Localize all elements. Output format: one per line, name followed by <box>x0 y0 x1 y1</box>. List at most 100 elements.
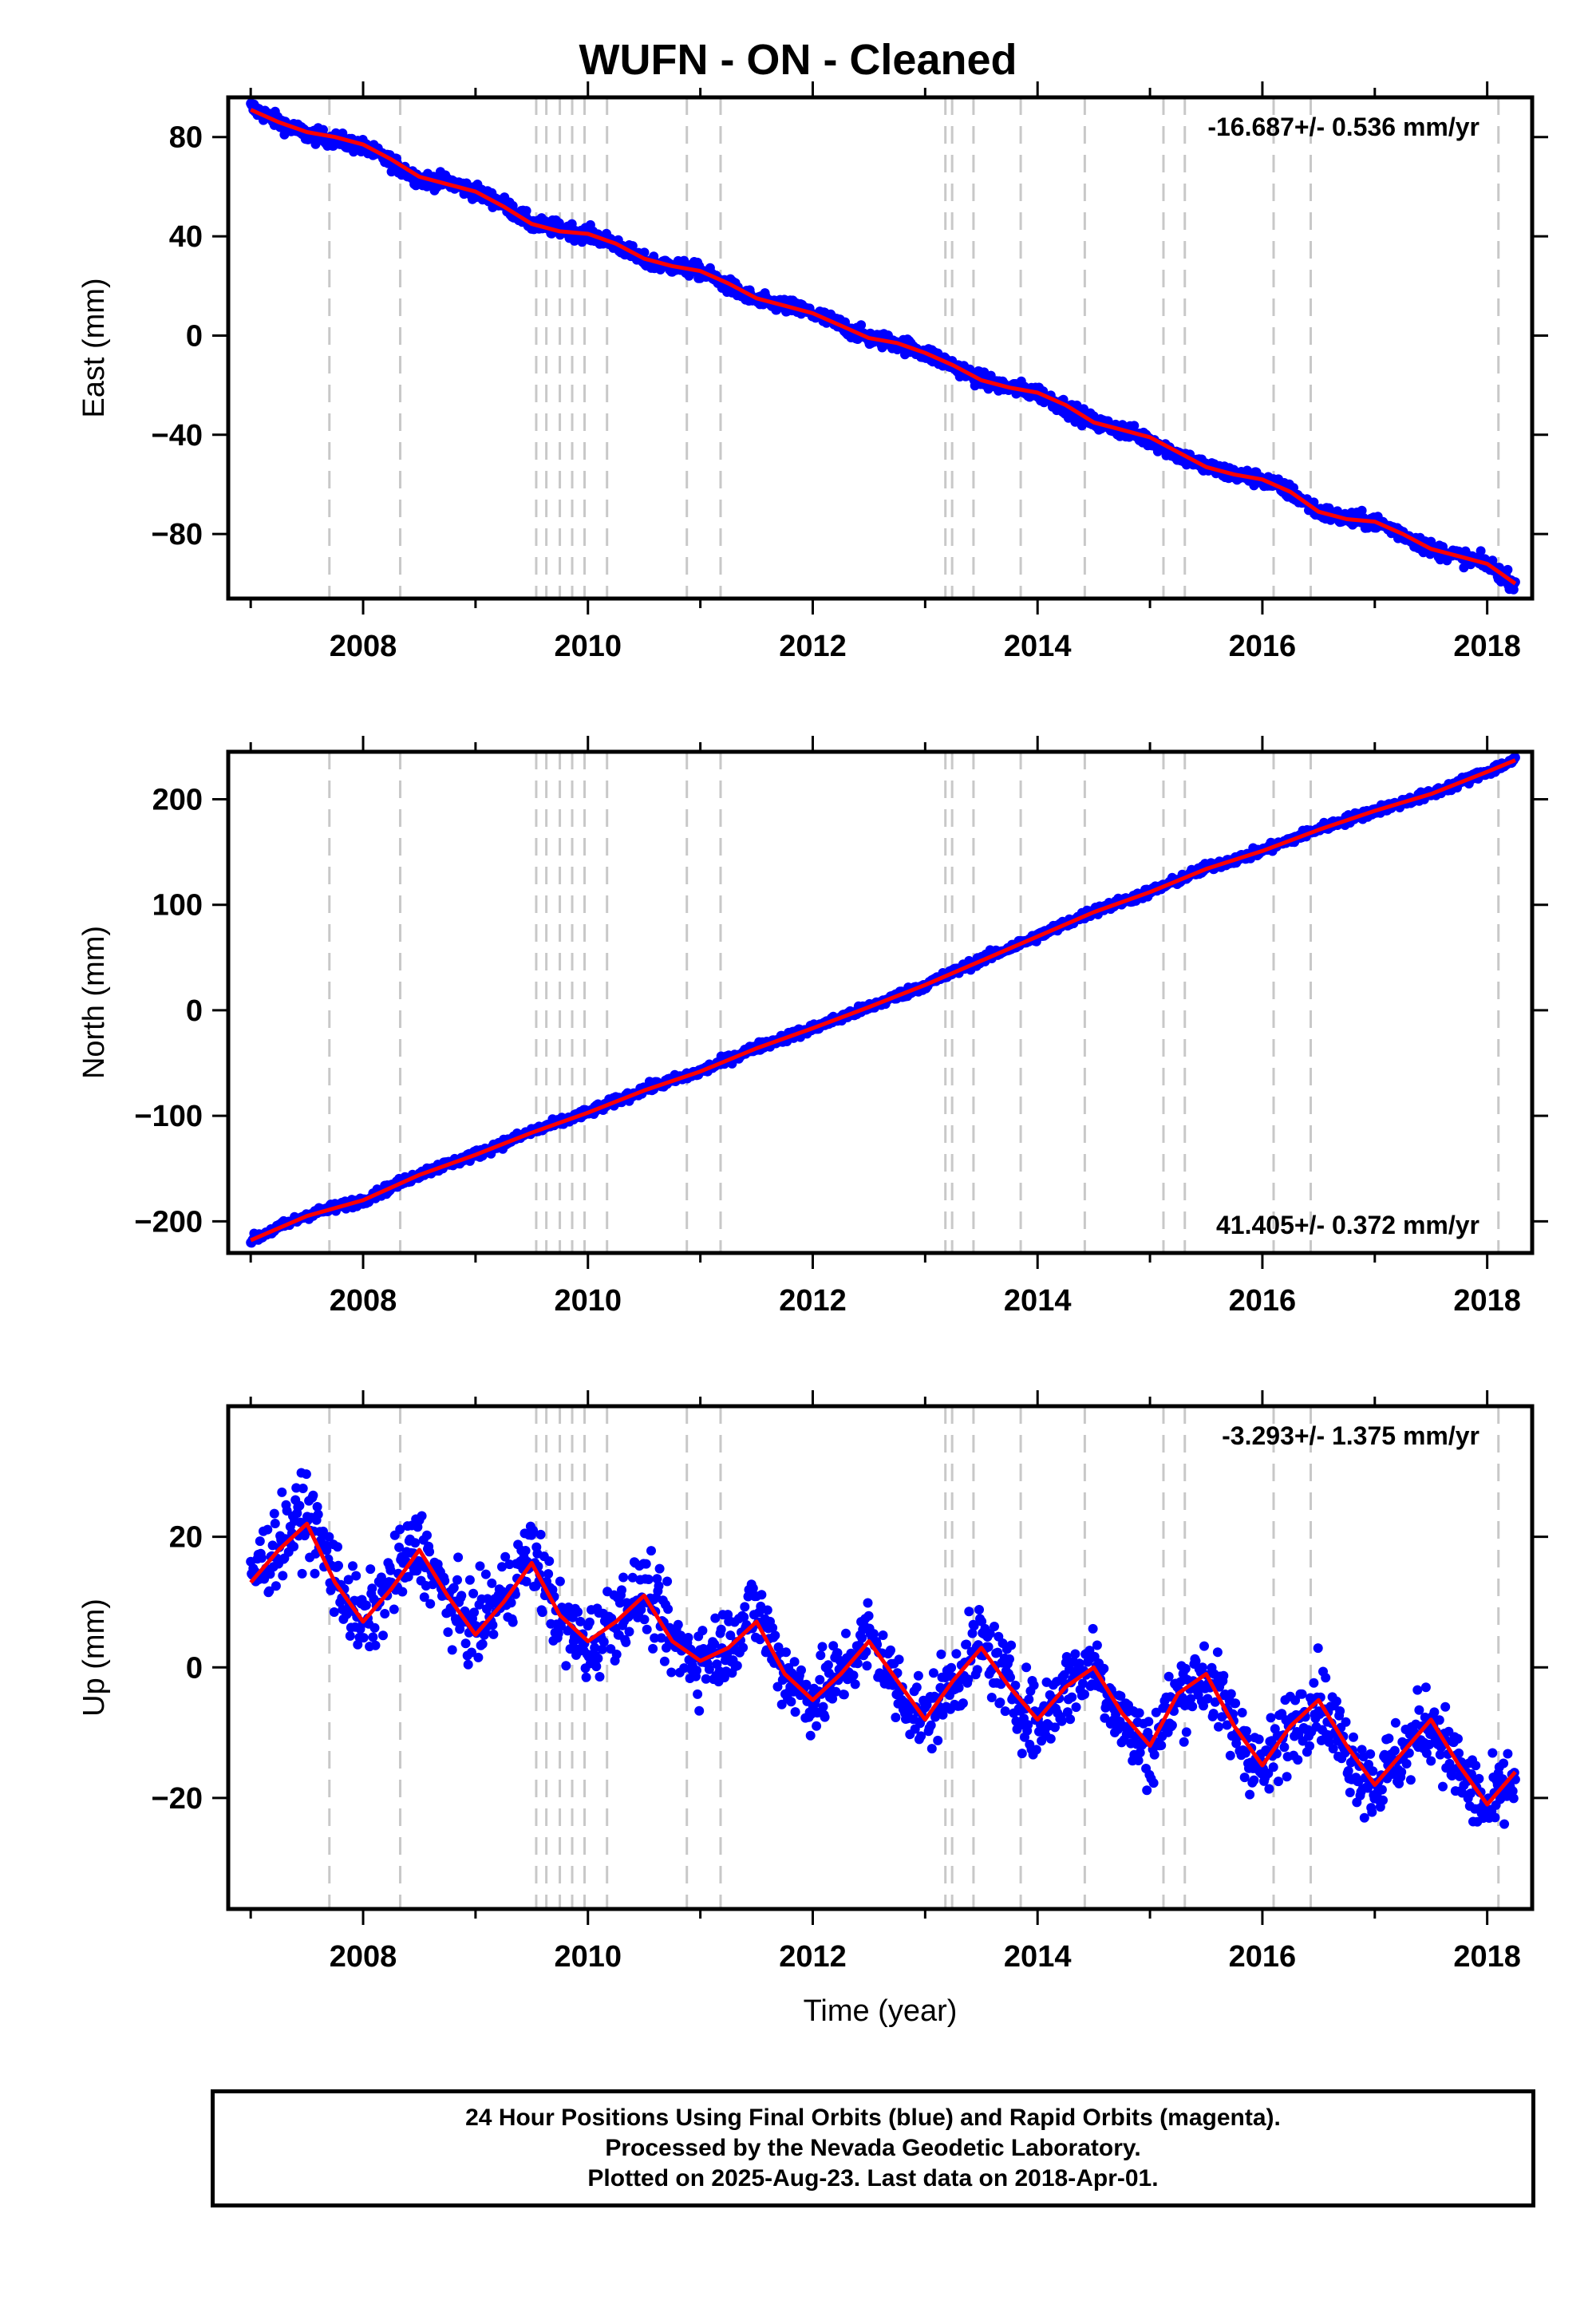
data-point <box>701 1674 711 1684</box>
y-tick-label: 0 <box>186 994 203 1028</box>
data-point <box>1490 1812 1500 1823</box>
data-point <box>263 1524 273 1535</box>
data-point <box>916 1731 926 1741</box>
data-point <box>1405 1775 1416 1785</box>
north-chart: 2008 2010 2012 2014 2016 20182001000−100−200N… <box>77 736 1548 1318</box>
data-point <box>365 1564 376 1575</box>
data-point <box>648 1643 658 1654</box>
data-point <box>270 1519 280 1528</box>
data-point <box>1050 1722 1060 1733</box>
data-point <box>755 1634 765 1645</box>
data-point <box>1077 1678 1088 1689</box>
y-axis-label: Up (mm) <box>77 1599 111 1717</box>
x-tick-label: 2018 <box>1453 1284 1521 1318</box>
data-point <box>666 1667 677 1678</box>
data-point <box>857 1633 867 1643</box>
data-point <box>581 1672 591 1682</box>
data-point <box>618 1572 629 1583</box>
data-point <box>611 1650 622 1659</box>
up-panel: 2008 2010 2012 2014 2016 2018 20 0 −20 Up (mm) Tim… <box>0 1389 1596 2028</box>
data-point <box>467 1647 476 1658</box>
data-point <box>663 1604 674 1614</box>
data-point <box>298 1484 308 1493</box>
data-point <box>1100 1713 1110 1723</box>
data-point <box>1507 1786 1518 1796</box>
data-point <box>1305 1741 1315 1751</box>
data-point <box>659 1656 670 1666</box>
data-point <box>573 1607 583 1617</box>
data-point <box>1434 1715 1444 1725</box>
data-point <box>477 1639 488 1649</box>
data-point <box>823 1660 833 1670</box>
fit-line <box>250 108 1517 586</box>
data-point <box>757 1590 767 1600</box>
x-tick-label: 2016 <box>1229 1940 1297 1974</box>
data-point <box>1503 1749 1513 1759</box>
data-point <box>828 1641 839 1651</box>
fit-line <box>249 1521 1517 1807</box>
data-point <box>886 1645 895 1655</box>
data-point <box>1005 1654 1014 1664</box>
data-point <box>913 1670 923 1681</box>
y-tick-label: −40 <box>152 419 203 453</box>
data-point <box>508 1617 518 1627</box>
data-point <box>951 1649 962 1659</box>
position-points <box>246 1468 1520 1829</box>
data-point <box>1203 1694 1213 1704</box>
data-point <box>528 1525 539 1535</box>
data-point <box>591 1662 602 1672</box>
data-point <box>329 1607 339 1617</box>
data-point <box>652 1574 662 1584</box>
data-point <box>967 1628 978 1638</box>
data-point <box>334 1560 343 1571</box>
data-point <box>650 1633 660 1643</box>
data-point <box>656 1633 666 1643</box>
data-point <box>624 1626 634 1637</box>
data-point <box>1249 1775 1259 1785</box>
data-point <box>772 1682 783 1692</box>
x-tick-label: 2014 <box>1004 1940 1072 1974</box>
data-point <box>1499 1758 1509 1769</box>
data-point <box>1384 1733 1394 1744</box>
y-tick-label: 0 <box>186 1651 203 1685</box>
data-point <box>361 1600 371 1611</box>
data-point <box>443 1627 453 1638</box>
data-point <box>617 1585 626 1595</box>
y-tick-label: 100 <box>152 889 203 923</box>
data-point <box>621 1637 631 1647</box>
data-point <box>301 1469 311 1480</box>
data-point <box>679 1663 689 1674</box>
data-point <box>709 1639 720 1650</box>
data-point <box>1167 1720 1177 1730</box>
data-point <box>369 1622 380 1633</box>
data-point <box>1239 1773 1250 1783</box>
data-point <box>740 1602 750 1612</box>
data-point <box>297 1568 307 1579</box>
data-point <box>1328 1744 1338 1754</box>
data-point <box>313 1509 323 1520</box>
data-point <box>1065 1714 1076 1725</box>
data-point <box>597 1644 607 1654</box>
data-point <box>294 1500 305 1511</box>
data-point <box>1045 1733 1056 1744</box>
east-chart: 2008 2010 2012 2014 2016 201880400−40−80East … <box>77 81 1548 663</box>
data-point <box>862 1661 872 1671</box>
data-point <box>419 1592 429 1603</box>
data-point <box>692 1666 701 1676</box>
data-point <box>506 1598 516 1608</box>
data-point <box>575 1616 586 1626</box>
data-point <box>410 1538 421 1548</box>
data-point <box>277 1487 287 1497</box>
data-point <box>850 1679 860 1690</box>
data-point <box>1367 1807 1377 1817</box>
plot-frame <box>226 95 1535 601</box>
data-point <box>473 1652 484 1662</box>
data-point <box>748 1583 758 1594</box>
data-point <box>348 1561 358 1571</box>
footer-line-3: Plotted on 2025-Aug-23. Last data on 201… <box>587 2165 1159 2192</box>
data-point <box>1062 1707 1073 1717</box>
data-point <box>1006 1640 1017 1650</box>
data-point <box>891 1713 901 1722</box>
data-point <box>954 1682 964 1693</box>
